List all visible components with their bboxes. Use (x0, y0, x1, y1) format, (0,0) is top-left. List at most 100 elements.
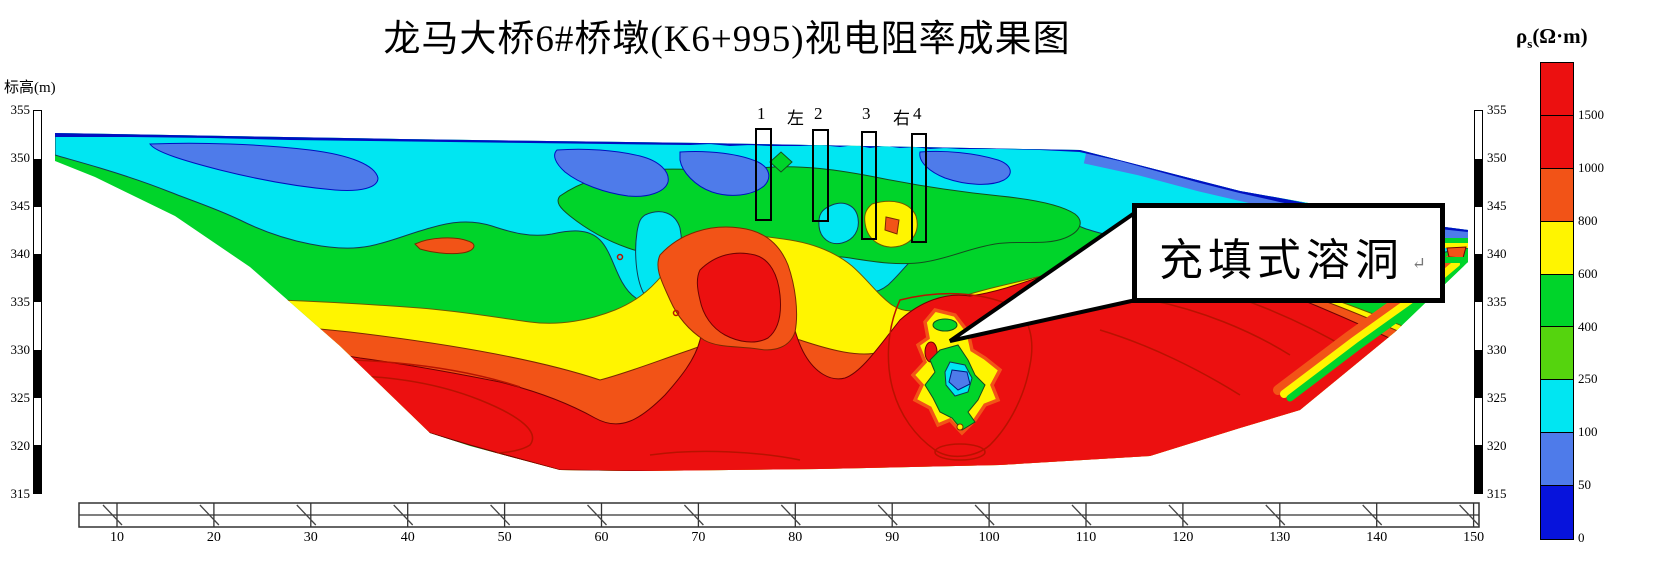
distance-tick-label: 30 (303, 530, 318, 545)
ruler-slash (974, 504, 995, 526)
pile-label: 1 (757, 104, 766, 123)
distance-tick-label: 80 (788, 530, 803, 545)
distance-tick-label: 50 (497, 530, 512, 545)
rod-segment (1475, 111, 1482, 159)
rod-segment (34, 302, 41, 350)
distance-tick-label: 10 (110, 530, 124, 545)
colorbar-tick-label: 250 (1578, 371, 1598, 387)
distance-tick-label: 20 (206, 530, 221, 545)
rod-segment (34, 397, 41, 446)
ruler-slash (877, 504, 898, 526)
rod-segment (1475, 206, 1482, 255)
elevation-tick-label: 315 (1487, 486, 1507, 501)
colorbar-cell (1541, 380, 1573, 434)
colorbar-tick-label: 600 (1578, 265, 1598, 281)
pile-outline-4 (911, 133, 927, 243)
ruler-slash (199, 504, 220, 526)
figure-title: 龙马大桥6#桥墩(K6+995)视电阻率成果图 (383, 19, 1071, 60)
pile-outline-2 (812, 129, 829, 222)
rod-segment (1475, 349, 1482, 398)
elevation-tick-label: 355 (10, 102, 31, 117)
rod-segment (34, 254, 41, 302)
pile-label: 2 (814, 104, 823, 123)
distance-tick-label: 110 (1075, 530, 1097, 545)
colorbar-cell (1541, 433, 1573, 487)
colorbar-cell (1541, 115, 1573, 169)
blue-patches (149, 142, 1011, 197)
distance-tick-label: 70 (691, 530, 706, 545)
rod-segment (1475, 302, 1482, 350)
return-mark-icon: ↵ (1411, 254, 1426, 273)
elevation-tick-label: 340 (10, 246, 31, 261)
elevation-tick-label: 350 (10, 150, 31, 165)
elevation-tick-label: 335 (1487, 294, 1507, 309)
distance-tick-label: 90 (885, 530, 900, 545)
rod-segment (34, 111, 41, 159)
ruler-slash (393, 504, 414, 526)
pile-label: 3 (862, 104, 871, 123)
rod-segment (1475, 158, 1482, 207)
pile-label: 左 (787, 109, 804, 128)
elevation-tick-label: 320 (1487, 438, 1507, 453)
colorbar (1540, 62, 1574, 541)
distance-tick-label: 130 (1269, 530, 1291, 545)
ruler-slash (1459, 504, 1480, 526)
pile-outline-1 (755, 128, 772, 221)
elevation-scale-left (33, 110, 42, 494)
pile-label: 4 (913, 104, 922, 123)
distance-tick-label: 120 (1172, 530, 1194, 545)
cave-yellow-dot (956, 423, 964, 431)
rod-segment (1475, 445, 1482, 493)
ruler-slash (780, 504, 801, 526)
distance-tick-label: 100 (978, 530, 1000, 545)
distance-tick-label: 150 (1463, 530, 1485, 545)
colorbar-tick-label: 0 (1578, 530, 1585, 546)
colorbar-tick-label: 1500 (1578, 106, 1604, 122)
rod-segment (1475, 397, 1482, 446)
green-pocket (769, 151, 793, 173)
elevation-tick-label: 320 (10, 438, 31, 453)
rod-segment (34, 158, 41, 207)
colorbar-cell (1541, 168, 1573, 222)
cave-green-lens (932, 318, 958, 332)
ruler-slash (1071, 504, 1092, 526)
colorbar-cell (1541, 327, 1573, 381)
colorbar-cell (1541, 486, 1573, 540)
colorbar-tick-label: 50 (1578, 477, 1591, 493)
elevation-tick-label: 315 (10, 486, 31, 501)
ruler-slash (102, 504, 123, 526)
pile-label: 右 (893, 109, 910, 128)
distance-tick-label: 60 (594, 530, 609, 545)
ruler-slash (587, 504, 607, 526)
elevation-tick-label: 345 (10, 198, 31, 213)
rod-segment (34, 445, 41, 493)
orange-lens (414, 237, 475, 255)
rod-segment (34, 349, 41, 398)
ruler-slash (683, 504, 704, 526)
colorbar-title: ρs(Ω·m) (1516, 24, 1588, 52)
colorbar-tick-label: 800 (1578, 212, 1598, 228)
callout-text: 充填式溶洞 (1159, 236, 1404, 285)
ruler-slash (1168, 504, 1189, 526)
elevation-tick-label: 340 (1487, 246, 1507, 261)
colorbar-cell (1541, 274, 1573, 328)
callout-box: 充填式溶洞 ↵ (1132, 203, 1445, 303)
ruler-slash (296, 504, 317, 526)
elevation-tick-label: 355 (1487, 102, 1507, 117)
karst-cave-anomaly (910, 308, 1003, 436)
distance-ruler (78, 502, 1480, 528)
elevation-axis-label: 标高(m) (4, 80, 56, 96)
elevation-scale-right (1474, 110, 1483, 494)
elevation-tick-label: 345 (1487, 198, 1507, 213)
elevation-tick-label: 330 (10, 342, 31, 357)
colorbar-tick-label: 400 (1578, 318, 1598, 334)
colorbar-cell (1541, 221, 1573, 275)
elevation-tick-label: 335 (10, 294, 31, 309)
red-core (696, 252, 781, 343)
elevation-tick-label: 350 (1487, 150, 1507, 165)
rod-segment (34, 206, 41, 255)
ruler-slash (490, 504, 511, 526)
colorbar-cell (1541, 63, 1573, 116)
